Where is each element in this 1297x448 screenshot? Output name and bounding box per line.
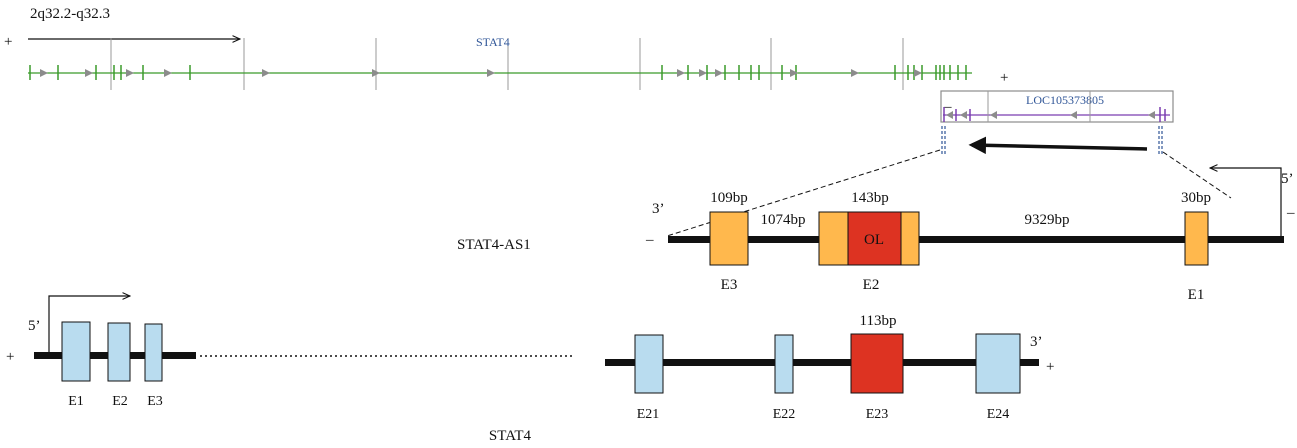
stat4-exon-e2-label: E2 [112,394,128,409]
antisense-direction-arrow [968,136,1148,155]
stat4-exon-e24 [975,333,1021,394]
stat4-three-prime: 3’ [1030,334,1043,350]
stat4-exon-e23 [850,333,904,394]
direction-chevron [851,69,859,77]
stat4-name: STAT4 [489,428,532,443]
direction-chevron [677,69,685,77]
stat4-exon-e1-label: E1 [68,394,84,409]
as1-three-prime: 3’ [652,201,665,217]
as1-five-prime: 5’ [1281,171,1294,187]
loc-track-label: LOC105373805 [1026,93,1104,107]
as1-e2-length: 143bp [851,190,889,206]
stat4-as1-gene-model: STAT4-AS1 3’ – 5’ – OL 109bp 1074bp 143b… [457,168,1295,303]
stat4-track [28,65,972,80]
region-markers [941,126,1163,155]
direction-chevron [790,69,798,77]
stat4-exon-e24-label: E24 [987,407,1010,422]
direction-chevron [487,69,495,77]
stat4-as1-name: STAT4-AS1 [457,237,531,253]
direction-chevron [126,69,134,77]
browser-minus-strand: – [943,99,952,115]
as1-exon-e3 [709,211,749,266]
direction-chevron [914,69,922,77]
loc-highlight-box [940,90,1174,123]
stat4-exon-e3 [144,323,163,382]
stat4-exon-e22-label: E22 [773,407,796,422]
direction-chevron [715,69,723,77]
as1-exon-e3-label: E3 [721,277,738,293]
as1-intron2-length: 9329bp [1025,212,1070,228]
stat4-backbone-right [605,359,1039,366]
direction-chevron [85,69,93,77]
stat4-left-strand: + [6,349,14,365]
as1-left-strand: – [645,232,654,248]
stat4-exon-e2 [107,322,131,382]
as1-exon-e1-label: E1 [1188,287,1205,303]
loc-track [943,91,1170,122]
direction-chevron [164,69,172,77]
stat4-exon-e21 [634,334,664,394]
stat4-five-prime: 5’ [28,318,41,334]
locus-label: 2q32.2-q32.3 [30,6,110,22]
loc-plus-strand: + [1000,70,1008,86]
as1-right-strand: – [1286,205,1295,221]
stat4-e23-length: 113bp [860,313,897,329]
as1-e3-length: 109bp [710,190,748,206]
stat4-exon-e21-label: E21 [637,407,660,422]
direction-chevron [372,69,380,77]
stat4-exon-e22 [774,334,794,394]
stat4-tss-arrow [48,296,130,352]
genome-browser-panel: 2q32.2-q32.3 + STAT4 + – LOC105373805 [4,6,1174,155]
stat4-exon-e23-label: E23 [866,407,889,422]
stat4-right-strand: + [1046,359,1054,375]
stat4-track-label: STAT4 [476,35,510,49]
as1-intron1-length: 1074bp [761,212,806,228]
browser-plus-strand: + [4,34,12,50]
direction-chevron [699,69,707,77]
overlap-label: OL [864,232,884,248]
stat4-exon-e1 [61,321,91,382]
as1-tss-arrow [1210,168,1282,240]
as1-overlap-region [847,211,902,266]
direction-chevron [40,69,48,77]
as1-exon-e1 [1184,211,1209,266]
stat4-track-direction-markers [40,69,922,77]
as1-e1-length: 30bp [1181,190,1211,206]
stat4-exon-e3-label: E3 [147,394,163,409]
zoom-connectors [666,149,1232,237]
as1-backbone [668,236,1284,243]
stat4-gene-model: 5’ + 113bp 3’ + E1 E2 E3 E21 E22 E23 E24… [6,296,1054,444]
direction-chevron [262,69,270,77]
as1-exon-e2-label: E2 [863,277,880,293]
browser-gridlines [110,38,904,90]
